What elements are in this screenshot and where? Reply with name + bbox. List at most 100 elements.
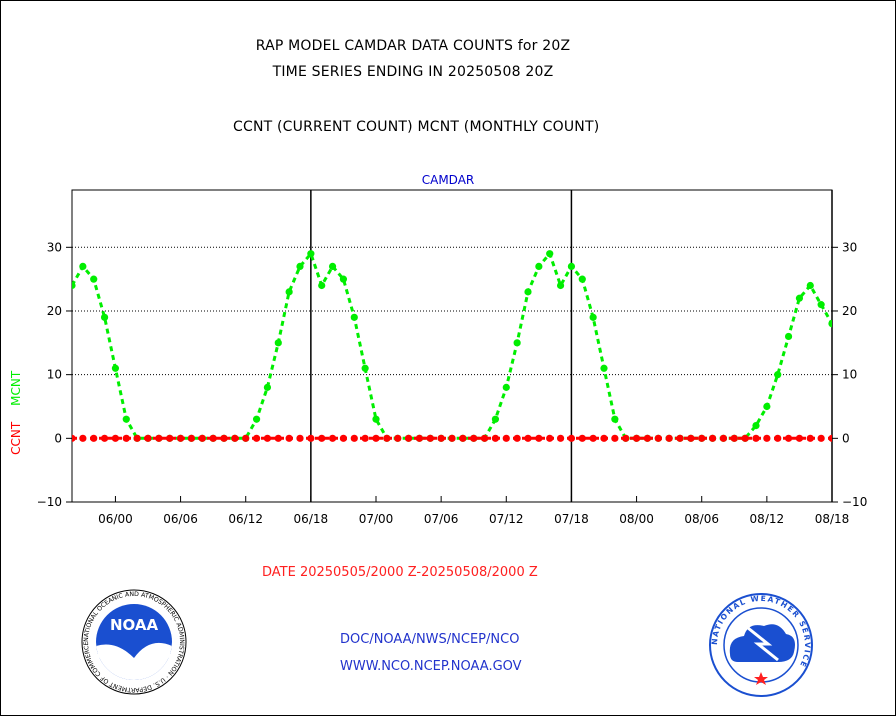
data-point-mcnt (828, 320, 832, 328)
data-point-mcnt (361, 364, 369, 372)
data-point-mcnt (296, 262, 304, 271)
noaa-logo-text: NOAA (110, 616, 159, 634)
data-point-mcnt (350, 313, 358, 321)
data-point-mcnt (79, 262, 87, 271)
data-point-ccnt (632, 434, 641, 442)
data-point-ccnt (687, 434, 695, 442)
y-tick-label-left: 30 (47, 240, 62, 254)
data-point-ccnt (318, 434, 326, 442)
data-point-ccnt (155, 434, 163, 442)
data-point-mcnt (263, 383, 272, 391)
x-tick-label: 06/06 (163, 512, 198, 526)
data-point-ccnt (79, 434, 87, 442)
data-point-ccnt (524, 434, 532, 442)
data-point-mcnt (502, 383, 510, 391)
data-point-ccnt (470, 434, 478, 442)
data-point-ccnt (752, 434, 760, 442)
x-tick-label: 08/00 (619, 512, 654, 526)
data-point-ccnt (491, 434, 500, 442)
data-point-mcnt (556, 281, 565, 290)
data-point-ccnt (231, 434, 239, 442)
data-point-mcnt (111, 364, 120, 372)
data-point-ccnt (730, 434, 738, 442)
y-axis-label-ccnt: CCNT (9, 421, 23, 455)
footer-website[interactable]: WWW.NCO.NCEP.NOAA.GOV (340, 659, 522, 674)
data-point-ccnt (274, 434, 282, 442)
data-point-ccnt (708, 434, 717, 442)
data-point-ccnt (535, 434, 543, 442)
series-mcnt (72, 250, 832, 442)
data-point-ccnt (394, 434, 402, 442)
x-tick-label: 07/00 (359, 512, 394, 526)
data-point-mcnt (784, 332, 793, 341)
data-point-ccnt (166, 434, 174, 442)
x-tick-label: 08/18 (815, 512, 850, 526)
chart-title-line1: RAP MODEL CAMDAR DATA COUNTS for 20Z (255, 38, 571, 54)
data-point-mcnt (611, 415, 619, 423)
x-tick-label: 08/06 (684, 512, 719, 526)
data-point-ccnt (784, 434, 793, 442)
data-point-ccnt (600, 434, 608, 442)
y-tick-label-right: 20 (842, 304, 857, 318)
data-point-mcnt (318, 281, 326, 290)
plot-frame (71, 189, 833, 503)
data-point-mcnt (328, 262, 337, 271)
data-point-ccnt (437, 434, 445, 442)
date-range-label: DATE 20250505/2000 Z-20250508/2000 Z (262, 565, 538, 580)
data-point-ccnt (480, 434, 489, 442)
data-point-ccnt (448, 434, 456, 442)
data-point-mcnt (339, 275, 348, 283)
y-tick-label-right: 0 (842, 431, 850, 445)
data-point-ccnt (285, 434, 293, 442)
data-point-mcnt (90, 275, 98, 283)
data-point-ccnt (426, 434, 434, 442)
data-point-mcnt (763, 402, 771, 411)
data-point-ccnt (72, 434, 76, 442)
plot-title: CAMDAR (422, 173, 475, 187)
data-point-ccnt (774, 434, 782, 442)
x-tick-label: 07/06 (424, 512, 459, 526)
data-point-ccnt (242, 434, 250, 442)
data-point-mcnt (274, 339, 282, 347)
data-point-ccnt (404, 434, 413, 442)
x-tick-label: 06/12 (228, 512, 263, 526)
nws-logo-icon: NATIONAL WEATHER SERVICE (709, 593, 813, 697)
data-point-ccnt (763, 434, 771, 442)
y-axis-label-mcnt: MCNT (9, 370, 23, 406)
data-point-ccnt (187, 434, 196, 442)
data-point-mcnt (491, 415, 500, 423)
data-point-mcnt (285, 288, 293, 296)
data-point-ccnt (133, 434, 141, 442)
data-point-ccnt (556, 434, 565, 442)
chart-title-line2: TIME SERIES ENDING IN 20250508 20Z (272, 64, 554, 80)
y-tick-label-left: 10 (47, 368, 62, 382)
x-tick-label: 07/18 (554, 512, 589, 526)
data-point-mcnt (100, 313, 109, 321)
series-line-mcnt (72, 250, 832, 440)
data-point-mcnt (752, 421, 760, 430)
data-point-ccnt (415, 434, 424, 442)
data-point-ccnt (307, 434, 315, 442)
data-point-mcnt (546, 250, 554, 258)
data-point-ccnt (383, 434, 391, 442)
data-point-mcnt (513, 339, 521, 347)
data-point-ccnt (665, 434, 673, 442)
data-point-mcnt (806, 281, 814, 290)
data-point-ccnt (643, 434, 652, 442)
data-point-ccnt (220, 434, 228, 442)
data-point-ccnt (296, 434, 304, 442)
data-point-ccnt (339, 434, 348, 442)
data-point-ccnt (676, 434, 684, 442)
data-point-ccnt (795, 434, 804, 442)
footer-org-path[interactable]: DOC/NOAA/NWS/NCEP/NCO (340, 632, 520, 647)
data-point-mcnt (72, 281, 76, 290)
data-point-ccnt (90, 434, 98, 442)
data-point-mcnt (589, 313, 597, 321)
data-point-ccnt (361, 434, 369, 442)
data-point-ccnt (372, 434, 380, 442)
data-point-ccnt (741, 434, 749, 442)
data-point-ccnt (502, 434, 510, 442)
series-ccnt (72, 434, 832, 442)
y-tick-label-right: 30 (842, 240, 857, 254)
